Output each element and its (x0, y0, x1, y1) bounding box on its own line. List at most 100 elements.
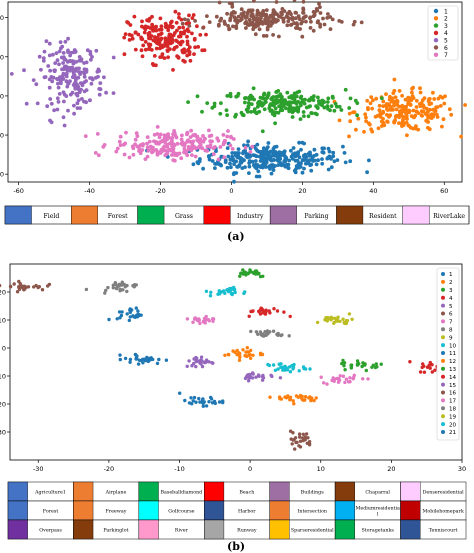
scatter-point-series-7 (225, 134, 230, 139)
scatter-point-series-4 (191, 13, 196, 17)
scatter-point-series-4 (408, 360, 412, 364)
scatter-point-series-6 (295, 22, 300, 27)
scatter-point-series-10 (297, 369, 301, 373)
legend-label: 14 (449, 375, 457, 381)
scatter-point-series-6 (304, 19, 308, 24)
scatter-point-series-5 (56, 100, 61, 104)
strip-label: Grass (175, 213, 193, 220)
scatter-point-series-6 (294, 16, 298, 21)
scatter-point-series-2 (241, 348, 245, 352)
scatter-point-series-3 (228, 94, 233, 99)
table-swatch (138, 481, 159, 502)
table-label: River (175, 528, 189, 534)
scatter-point-series-1 (118, 353, 122, 357)
scatter-point-series-1 (247, 171, 251, 176)
scatter-point-series-2 (418, 86, 422, 91)
scatter-point-series-4 (428, 360, 432, 365)
table-label: Beach (239, 490, 254, 496)
scatter-point-series-7 (209, 133, 214, 138)
scatter-point-series-6 (265, 25, 270, 30)
scatter-point-series-2 (431, 90, 435, 95)
scatter-point-series-5 (246, 379, 251, 383)
scatter-point-series-6 (8, 284, 13, 288)
scatter-point-series-7 (157, 135, 162, 140)
legend-label: 3 (444, 23, 448, 30)
scatter-point-series-6 (271, 33, 275, 37)
plot-b-frame (9, 263, 463, 461)
scatter-point-series-11 (187, 401, 192, 405)
scatter-point-series-7 (197, 144, 202, 149)
scatter-point-series-4 (187, 45, 192, 50)
scatter-point-series-6 (307, 443, 312, 447)
scatter-point-series-1 (291, 146, 296, 150)
scatter-point-series-10 (218, 292, 222, 296)
scatter-point-series-3 (277, 104, 281, 109)
scatter-point-series-5 (71, 71, 76, 75)
table-swatch (269, 500, 290, 521)
scatter-point-series-5 (57, 62, 61, 67)
scatter-point-series-1 (232, 179, 236, 184)
scatter-point-series-7 (101, 145, 106, 149)
table-swatch (7, 519, 28, 540)
scatter-point-series-1 (289, 148, 293, 153)
scatter-point-series-2 (347, 111, 352, 116)
plot-a-points (9, 0, 467, 184)
legend-label: 11 (449, 351, 457, 357)
scatter-point-series-6 (288, 429, 293, 433)
scatter-point-series-3 (219, 101, 223, 105)
scatter-point-series-6 (328, 15, 333, 19)
scatter-point-series-4 (173, 31, 177, 35)
scatter-point-series-8 (103, 291, 107, 295)
scatter-point-series-5 (49, 101, 54, 106)
scatter-point-series-3 (234, 94, 239, 99)
scatter-point-series-4 (422, 370, 427, 374)
scatter-point-series-2 (424, 106, 429, 111)
scatter-point-series-3 (311, 98, 316, 102)
scatter-point-series-4 (128, 23, 133, 27)
scatter-point-series-4 (190, 31, 194, 36)
scatter-point-series-7 (137, 149, 141, 153)
scatter-point-series-7 (123, 141, 128, 146)
scatter-point-series-4 (186, 29, 191, 34)
scatter-point-series-4 (198, 33, 203, 37)
scatter-point-series-5 (60, 44, 65, 49)
scatter-point-series-4 (433, 368, 437, 372)
scatter-point-series-6 (23, 284, 27, 289)
scatter-point-series-5 (46, 64, 51, 68)
legend-label: 19 (449, 414, 457, 420)
scatter-point-series-4 (140, 54, 145, 59)
scatter-point-series-5 (90, 77, 95, 82)
scatter-point-series-1 (307, 158, 312, 163)
scatter-point-series-1 (140, 357, 145, 362)
scatter-point-series-9 (347, 312, 352, 316)
scatter-point-series-4 (150, 14, 154, 19)
table-label: Intersection (298, 509, 327, 515)
scatter-point-series-11 (183, 398, 187, 403)
scatter-point-series-3 (333, 101, 338, 106)
scatter-point-series-4 (282, 310, 286, 314)
scatter-point-series-2 (442, 101, 447, 106)
scatter-point-series-2 (400, 93, 404, 98)
scatter-point-series-4 (258, 308, 262, 312)
scatter-point-series-2 (397, 121, 401, 125)
scatter-point-series-4 (181, 58, 186, 63)
scatter-point-series-5 (102, 75, 106, 80)
scatter-point-series-3 (355, 113, 359, 118)
scatter-point-series-1 (128, 357, 133, 362)
scatter-point-series-4 (141, 43, 146, 48)
scatter-point-series-4 (158, 46, 162, 51)
scatter-point-series-5 (41, 56, 46, 61)
scatter-point-series-1 (271, 157, 276, 162)
scatter-point-series-1 (298, 164, 303, 169)
scatter-point-series-4 (127, 32, 132, 37)
scatter-point-series-7 (133, 137, 138, 142)
scatter-point-series-6 (306, 436, 310, 440)
scatter-point-series-1 (309, 168, 314, 173)
scatter-point-series-6 (293, 447, 297, 451)
legend-label: 20 (449, 422, 457, 428)
scatter-point-series-3 (260, 129, 265, 134)
scatter-point-series-4 (174, 20, 179, 25)
scatter-point-series-7 (341, 374, 346, 378)
scatter-point-series-6 (270, 20, 275, 25)
scatter-point-series-1 (313, 158, 317, 163)
